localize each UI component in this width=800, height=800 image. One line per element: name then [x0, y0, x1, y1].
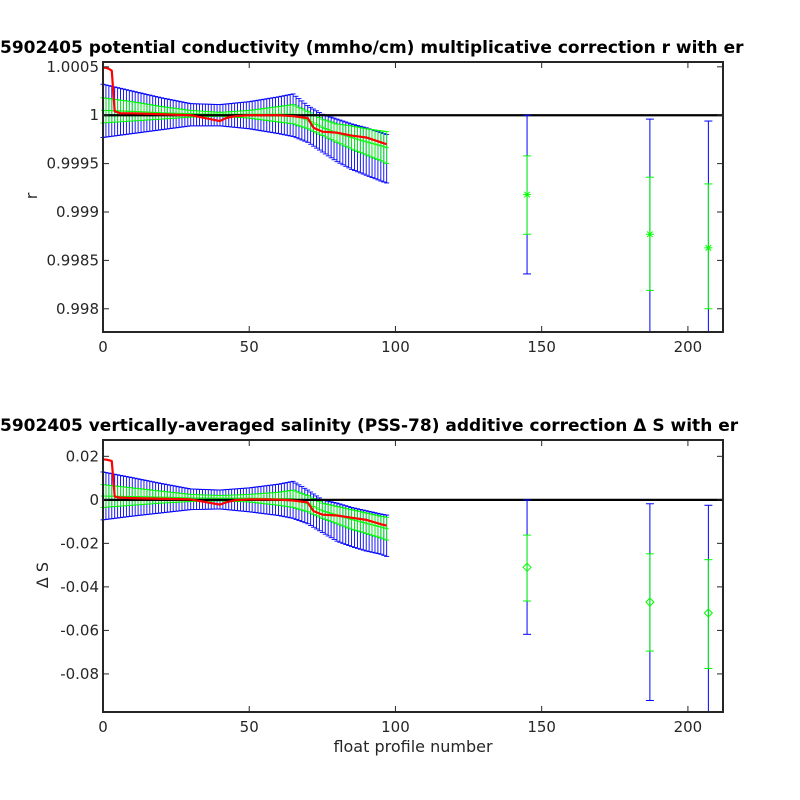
conductivity-axes: 0 50 100 150 200 0.998 0.9985 0.999 0.9995 1 1.000…: [47, 58, 724, 356]
salinity-x-tick-label: 0: [98, 718, 108, 736]
salinity-y-tick-label: 0.02: [66, 447, 99, 465]
salinity-x-tick-label: 150: [527, 718, 556, 736]
salinity-x-tick-label: 200: [674, 718, 703, 736]
salinity-y-tick-label: 0: [89, 491, 99, 509]
conductivity-x-tick-label: 200: [674, 338, 703, 356]
conductivity-y-tick-label: 0.9985: [47, 251, 100, 269]
conductivity-y-tick-label: 0.9995: [47, 155, 100, 173]
salinity-fit-line: [103, 458, 387, 527]
conductivity-y-tick-label: 0.998: [56, 300, 99, 318]
salinity-y-axis-label: Δ S: [33, 562, 52, 588]
conductivity-chart-title: 5902405 potential conductivity (mmho/cm)…: [0, 38, 744, 58]
conductivity-x-tick-label: 0: [98, 338, 108, 356]
conductivity-y-tick-label: 1: [89, 106, 99, 124]
salinity-x-tick-label: 50: [240, 718, 259, 736]
x-axis-label: float profile number: [333, 737, 493, 756]
salinity-x-tick-label: 100: [381, 718, 410, 736]
salinity-axes-box: [102, 439, 724, 713]
conductivity-correction-panel: 5902405 potential conductivity (mmho/cm)…: [0, 38, 744, 356]
salinity-error-band: [100, 471, 390, 557]
conductivity-x-tick-label: 150: [527, 338, 556, 356]
conductivity-axes-box: [102, 61, 724, 333]
salinity-y-tick-label: -0.04: [60, 578, 99, 596]
conductivity-x-tick-label: 100: [381, 338, 410, 356]
salinity-y-tick-label: -0.02: [60, 534, 99, 552]
salinity-y-tick-label: -0.08: [60, 665, 99, 683]
conductivity-y-tick-label: 0.999: [56, 203, 99, 221]
conductivity-fit-series: [103, 66, 388, 146]
salinity-axes: 0 50 100 150 200 -0.08 -0.06 -0.04 -0.02 0 0.02: [60, 439, 724, 736]
salinity-chart-title: 5902405 vertically-averaged salinity (PS…: [0, 416, 739, 436]
salinity-point-marker: [645, 597, 655, 607]
conductivity-x-tick-label: 50: [240, 338, 259, 356]
conductivity-y-axis-label: r: [22, 192, 41, 199]
salinity-fit-series: [103, 458, 387, 527]
conductivity-y-tick-label: 1.0005: [47, 58, 100, 76]
salinity-point-marker: [703, 608, 714, 618]
salinity-correction-panel: 5902405 vertically-averaged salinity (PS…: [0, 416, 739, 756]
salinity-y-tick-label: -0.06: [60, 621, 99, 639]
salinity-individual-points: [522, 499, 714, 712]
conductivity-fit-line: [103, 66, 388, 146]
salinity-point-marker: [522, 562, 532, 573]
conductivity-individual-points: [523, 114, 713, 332]
